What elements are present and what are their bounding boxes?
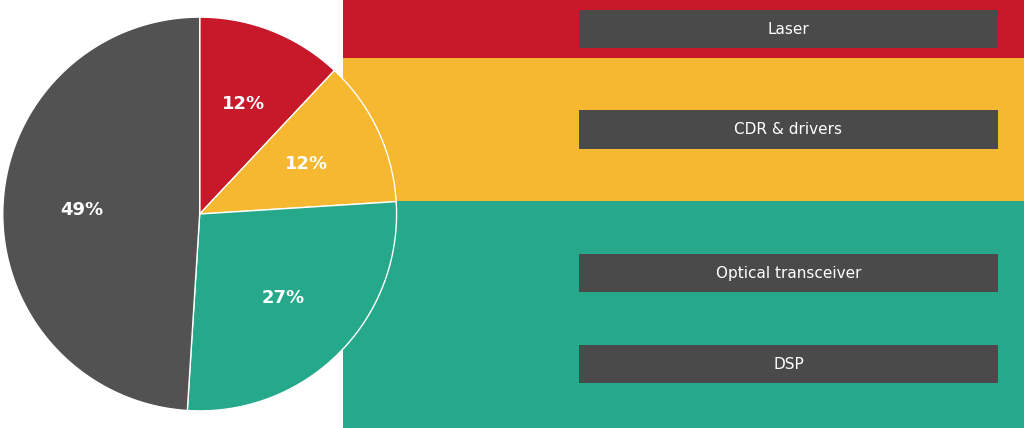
Bar [579,10,998,48]
Text: 27%: 27% [262,288,305,306]
Polygon shape [200,17,335,214]
Text: Laser: Laser [768,21,809,36]
Bar [579,110,998,149]
Bar [343,58,1024,201]
Bar [579,345,998,383]
Polygon shape [200,71,396,214]
Text: DSP: DSP [773,357,804,372]
Text: 12%: 12% [221,95,265,113]
Text: 12%: 12% [285,155,328,173]
Text: Optical transceiver: Optical transceiver [716,266,861,281]
Text: 49%: 49% [60,201,103,219]
Bar [343,0,1024,58]
Polygon shape [3,17,200,410]
Polygon shape [187,202,396,411]
Bar [343,201,1024,428]
Text: CDR & drivers: CDR & drivers [734,122,843,137]
Bar [548,116,566,143]
Bar [579,254,998,292]
Bar [548,15,566,43]
